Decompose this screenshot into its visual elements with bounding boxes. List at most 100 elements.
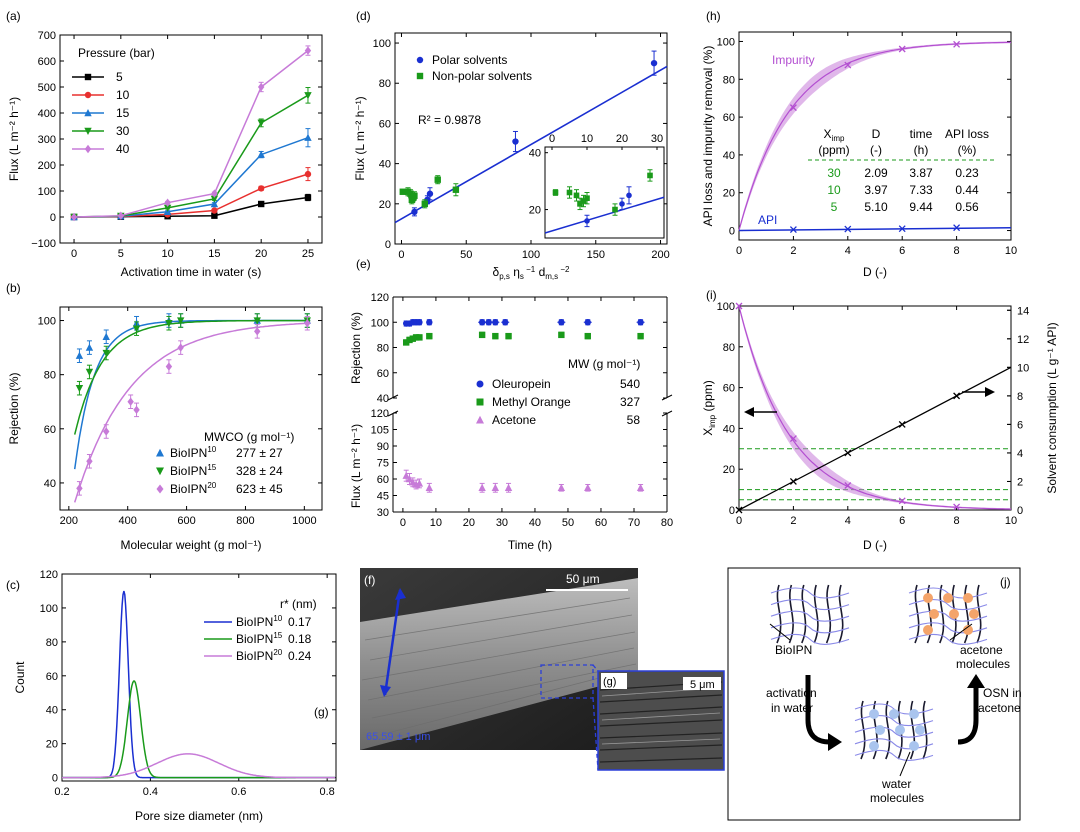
polymer-network-water — [854, 700, 934, 761]
data-point — [512, 138, 519, 145]
y-tick-label: 500 — [38, 82, 56, 94]
legend-label: Polar solvents — [432, 53, 507, 67]
data-point — [304, 319, 311, 328]
y-tick-label: 60 — [44, 424, 56, 436]
data-point — [584, 332, 591, 340]
y-tick-label: 0 — [385, 239, 391, 251]
x-tick-label: 80 — [661, 517, 673, 529]
x-tick-label: 60 — [595, 517, 607, 529]
legend-label: Methyl Orange — [492, 395, 571, 409]
fit-curve — [73, 319, 311, 435]
y-axis-label: API loss and impurity removal (%) — [701, 46, 715, 227]
inset-label-bg — [601, 673, 627, 689]
solvent-point — [789, 478, 797, 485]
y-tick-label: 80 — [723, 74, 735, 86]
y-tick-label: 60 — [377, 368, 389, 380]
api-point — [789, 226, 797, 234]
inset-frame — [544, 146, 665, 239]
data-point — [164, 198, 171, 207]
molecule — [869, 741, 879, 751]
y-tick-label: 60 — [377, 474, 389, 486]
thickness-arrow-head-bottom — [380, 685, 391, 697]
table-unit: (h) — [914, 143, 929, 157]
y-tick-label: 40 — [723, 150, 735, 162]
y-tick-label: 100 — [717, 301, 735, 313]
y-tick-label: 100 — [717, 36, 735, 48]
x-tick-label: 200 — [60, 515, 78, 527]
table-cell-d: 5.10 — [864, 200, 888, 214]
y-tick-label: 45 — [377, 491, 389, 503]
legend-marker — [476, 380, 484, 388]
data-point — [504, 483, 513, 491]
data-point — [412, 334, 420, 341]
x-tick-label: 1000 — [292, 515, 316, 527]
data-point — [425, 483, 434, 491]
legend-marker — [156, 484, 164, 494]
api-line — [738, 226, 1012, 232]
x-tick-label: 0.4 — [143, 786, 158, 798]
x-tick-label: 50 — [460, 249, 472, 261]
data-point — [85, 368, 94, 376]
polymer-chain-horizontal — [770, 587, 850, 599]
inset-data-point — [552, 189, 559, 196]
sem-image-g: (g) 5 μm — [597, 670, 725, 771]
y-tick-label: 75 — [377, 458, 389, 470]
x-tick-label: 15 — [208, 248, 220, 260]
data-point — [102, 332, 110, 340]
polymer-chain-vertical — [813, 584, 819, 644]
impurity-point — [789, 104, 797, 112]
inset-data-point — [580, 198, 587, 204]
legend-label: Non-polar solvents — [432, 69, 532, 83]
impurity-label: Impurity — [772, 53, 815, 67]
water-label-2: molecules — [870, 791, 924, 805]
scale-label-f: 50 μm — [566, 572, 600, 586]
legend-marker — [416, 72, 424, 80]
y-axis-label-right: Solvent consumption (L g⁻¹ API) — [1045, 322, 1059, 493]
legend-marker — [156, 467, 164, 476]
series-line-15 — [74, 136, 309, 218]
inset-data-point — [612, 206, 618, 213]
inset-scale-bg — [683, 677, 721, 690]
legend-marker — [84, 73, 92, 81]
impurity-band — [739, 41, 1011, 231]
x-tick-label: 10 — [1005, 515, 1017, 527]
y-tick-label: 300 — [38, 134, 56, 146]
data-point — [478, 483, 486, 491]
y-tick-label: 40 — [44, 478, 56, 490]
x-axis-label: Pore size diameter (nm) — [135, 809, 263, 823]
legend-value: 328 ± 24 — [236, 464, 283, 478]
data-point — [416, 319, 423, 326]
y-tick-label: 10 — [1017, 362, 1029, 374]
scale-label-g: 5 μm — [690, 679, 715, 691]
data-point — [636, 483, 645, 491]
x-tick-label: 8 — [954, 515, 960, 527]
y-tick-label: 100 — [371, 317, 389, 329]
y-tick-label: 120 — [40, 569, 58, 581]
table-cell-d: 2.09 — [864, 166, 888, 180]
table-unit: (ppm) — [818, 143, 849, 157]
polymer-chain-vertical — [976, 584, 982, 644]
data-point — [132, 325, 141, 333]
y-tick-label: 60 — [723, 112, 735, 124]
x-axis-label: D (-) — [863, 265, 887, 279]
inset-x-tick-label: 0 — [549, 133, 555, 145]
ximp-curve — [738, 305, 1012, 510]
ximp-band — [739, 306, 1011, 510]
x-tick-label: 200 — [651, 249, 669, 261]
legend-value: 623 ± 45 — [236, 482, 283, 496]
table-cell-d: 3.97 — [864, 183, 888, 197]
legend-label: Oleuropein — [492, 377, 551, 391]
data-point — [117, 211, 125, 220]
data-point — [415, 479, 424, 487]
x-tick-label: 800 — [236, 515, 254, 527]
data-point — [163, 204, 172, 212]
y-tick-label: 120 — [371, 408, 389, 420]
x-tick-label: 0 — [398, 249, 404, 261]
data-point — [304, 46, 312, 55]
chart-c: 0.2 0.4 0.6 0.8 0 20 40 60 80 100 120 (c) Pore size … — [6, 569, 337, 823]
data-point — [557, 483, 566, 491]
x-tick-label: 0.6 — [231, 786, 246, 798]
data-point — [304, 170, 312, 178]
api-point — [953, 224, 961, 232]
y-tick-label: 20 — [723, 188, 735, 200]
